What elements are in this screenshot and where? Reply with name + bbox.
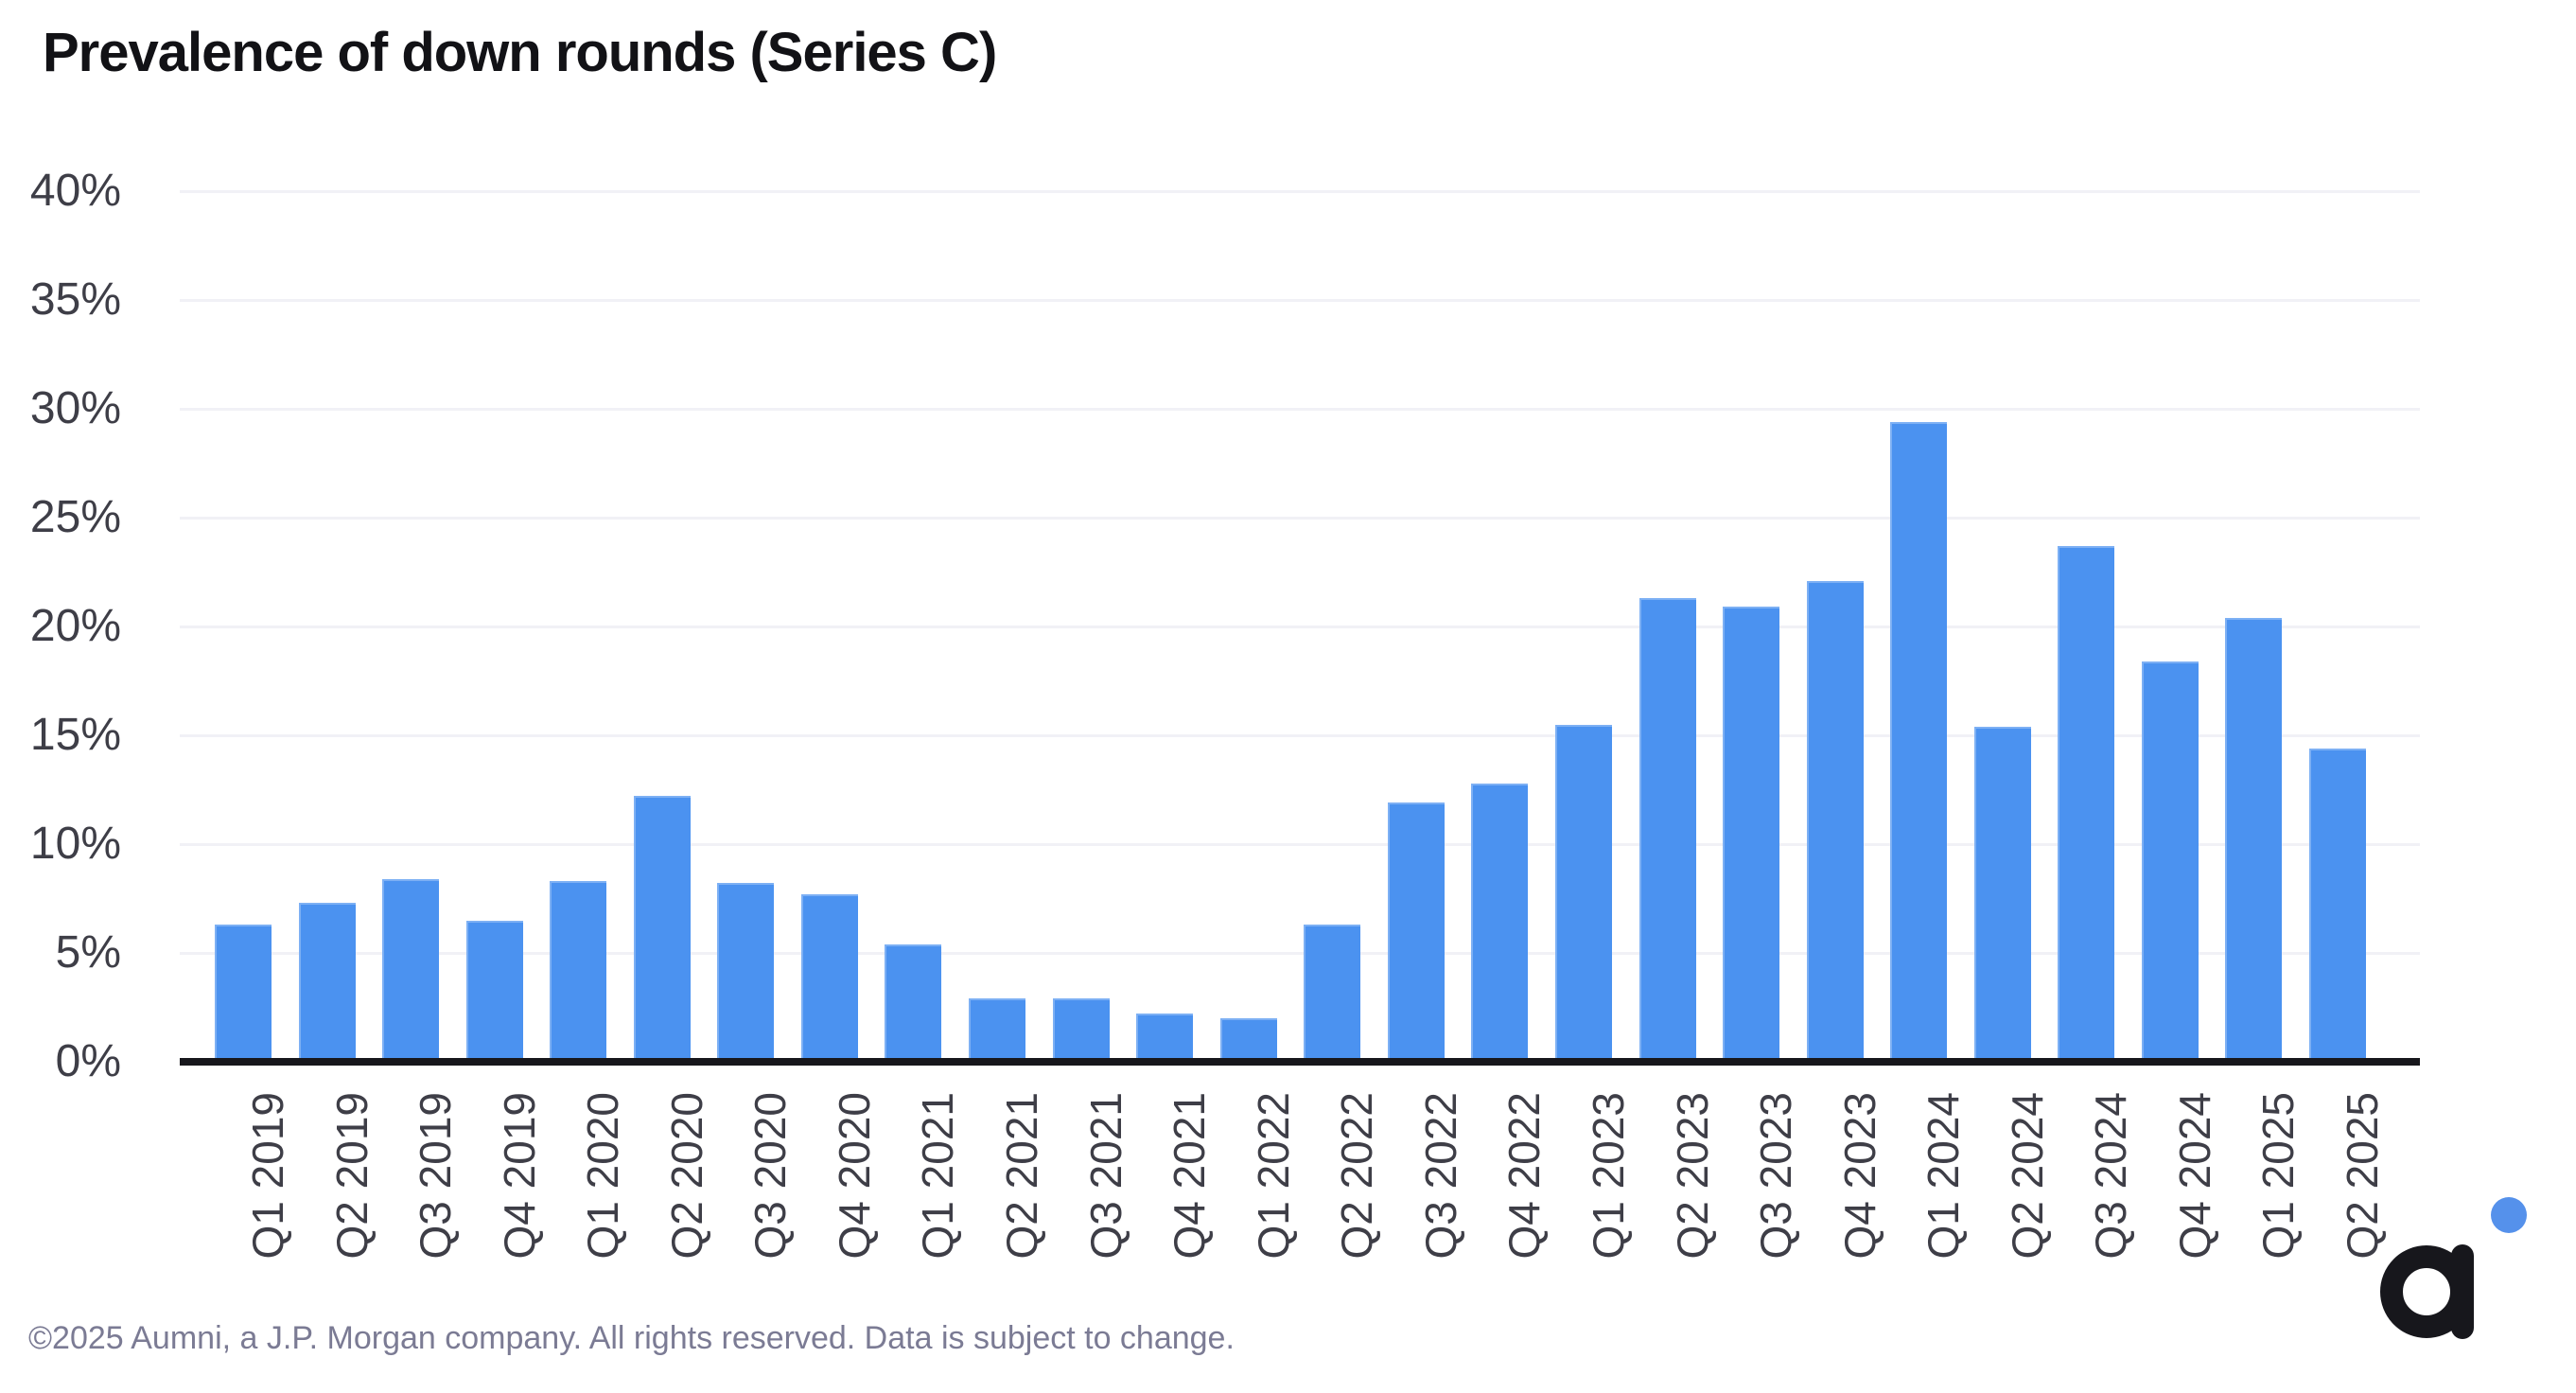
x-axis-tick-label: Q3 2023 [1751,1092,1801,1260]
bar-q1-2020 [550,881,607,1062]
y-axis-tick-label: 35% [29,274,121,325]
y-axis-tick-label: 40% [29,166,121,216]
bar-q4-2019 [465,920,523,1062]
gridline [180,626,2420,628]
y-axis-tick-label: 10% [29,819,121,869]
bar-q4-2022 [1471,783,1529,1062]
bar-q2-2021 [969,998,1026,1062]
chart-title: Prevalence of down rounds (Series C) [43,22,997,83]
x-axis-tick-label: Q3 2020 [745,1092,796,1260]
bar-q2-2024 [1973,726,2031,1062]
x-axis-tick-label: Q4 2022 [1499,1092,1550,1260]
x-axis-tick-label: Q4 2021 [1165,1092,1215,1260]
plot-area [180,190,2420,1062]
x-axis-tick-label: Q1 2019 [243,1092,292,1260]
gridline [180,517,2420,520]
x-axis-tick-label: Q2 2024 [2002,1092,2052,1260]
x-axis-tick-label: Q1 2025 [2253,1092,2304,1260]
x-axis-tick-label: Q4 2024 [2169,1092,2219,1260]
y-axis-tick-label: 15% [29,710,121,760]
aumni-blue-dot-icon [2491,1197,2527,1233]
bar-q2-2022 [1304,925,1361,1062]
bar-q3-2023 [1723,607,1780,1062]
bar-q1-2024 [1890,421,1948,1062]
bar-q3-2022 [1387,802,1445,1062]
aumni-letter-a-icon [2380,1244,2474,1339]
x-axis-tick-label: Q2 2022 [1332,1092,1382,1260]
copyright-note: ©2025 Aumni, a J.P. Morgan company. All … [28,1320,1235,1356]
y-axis-tick-label: 30% [29,383,121,433]
x-axis-tick-label: Q1 2020 [578,1092,628,1260]
bar-q4-2021 [1136,1014,1194,1062]
x-axis-tick-label: Q2 2019 [326,1092,377,1260]
bar-q4-2023 [1806,580,1864,1062]
x-axis-baseline [180,1058,2420,1066]
bar-q2-2020 [633,796,691,1062]
x-axis-tick-label: Q1 2022 [1248,1092,1298,1260]
x-axis-tick-label: Q2 2023 [1667,1092,1717,1260]
gridline [180,843,2420,846]
bar-q1-2023 [1554,724,1612,1062]
bar-q3-2020 [717,883,775,1062]
bar-q3-2024 [2058,545,2115,1062]
x-axis-tick-label: Q1 2021 [913,1092,963,1260]
x-axis-tick-label: Q1 2024 [1919,1092,1969,1260]
bar-q1-2022 [1219,1018,1277,1062]
gridline [180,190,2420,193]
x-axis-tick-label: Q1 2023 [1583,1092,1633,1260]
x-axis-tick-label: Q4 2020 [829,1092,879,1260]
bar-q2-2019 [298,903,356,1062]
bar-q4-2020 [800,893,858,1062]
bar-q3-2021 [1052,998,1110,1062]
x-axis-tick-label: Q3 2022 [1415,1092,1465,1260]
bar-q3-2019 [382,878,440,1062]
y-axis-tick-label: 20% [29,601,121,651]
y-axis-tick-label: 25% [29,492,121,542]
bar-q1-2019 [215,925,272,1062]
x-axis-tick-label: Q2 2020 [661,1092,711,1260]
x-axis-tick-label: Q3 2024 [2086,1092,2136,1260]
bar-q4-2024 [2141,661,2199,1062]
gridline [180,734,2420,737]
bar-q1-2021 [885,943,942,1062]
x-axis-tick-label: Q4 2019 [494,1092,544,1260]
y-axis-tick-label: 0% [55,1036,121,1086]
gridline [180,408,2420,411]
y-axis-tick-label: 5% [55,927,121,978]
bar-q2-2025 [2309,748,2366,1062]
x-axis-tick-label: Q2 2021 [997,1092,1047,1260]
bar-q2-2023 [1638,598,1696,1062]
x-axis-tick-label: Q4 2023 [1834,1092,1884,1260]
gridline [180,299,2420,302]
aumni-logo [2380,1197,2527,1339]
x-axis-tick-label: Q3 2019 [411,1092,461,1260]
gridline [180,952,2420,955]
x-axis-tick-label: Q3 2021 [1080,1092,1130,1260]
bar-q1-2025 [2225,617,2283,1062]
